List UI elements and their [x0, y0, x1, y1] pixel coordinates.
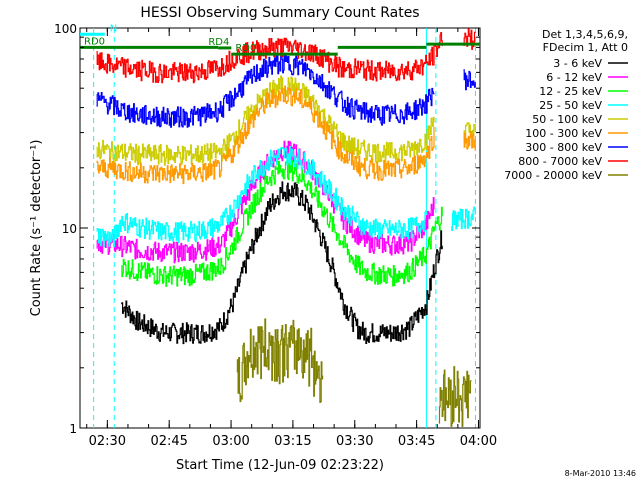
legend-header-line-1: Det 1,3,4,5,6,9,	[542, 28, 628, 41]
mode-interval-label: RD0	[235, 43, 256, 54]
series-line-5	[96, 85, 435, 185]
legend-entry-label: 7000 - 20000 keV	[504, 169, 602, 182]
series-line-8	[236, 318, 324, 403]
series-line-6	[96, 52, 435, 128]
legend-entry-label: 6 - 12 keV	[546, 71, 602, 84]
legend-entry-label: 300 - 800 keV	[525, 141, 602, 154]
x-axis: 02:30 02:45 03:00 03:15 03:30 03:45 04:00	[86, 28, 497, 449]
x-tick-label: 03:45	[398, 434, 435, 449]
legend-entry-label: 12 - 25 keV	[539, 85, 602, 98]
x-tick-label: 03:30	[336, 434, 373, 449]
series-line-5	[463, 131, 476, 151]
x-tick-label: 04:00	[460, 434, 497, 449]
mode-interval-label: N	[110, 23, 117, 34]
chart-title: HESSI Observing Summary Count Rates	[140, 5, 419, 21]
x-tick-label: 02:45	[150, 434, 187, 449]
mode-interval-label: RD4	[208, 37, 229, 48]
series-line-0	[121, 181, 443, 345]
x-tick-label: 02:30	[89, 434, 126, 449]
series-line-8	[438, 366, 472, 427]
x-tick-label: 03:00	[212, 434, 249, 449]
mode-intervals: N RD0 RD4 RD0	[80, 23, 480, 56]
legend-entry-label: 3 - 6 keV	[553, 57, 602, 70]
x-axis-label: Start Time (12-Jun-09 02:23:22)	[176, 458, 384, 473]
series-line-4	[96, 75, 435, 166]
legend-entry-label: 100 - 300 keV	[525, 127, 602, 140]
series-line-3	[96, 146, 427, 248]
legend: Det 1,3,4,5,6,9, FDecim 1, Att 0 3 - 6 k…	[504, 28, 628, 182]
legend-entry-label: 800 - 7000 keV	[518, 155, 602, 168]
series-line-2	[121, 158, 443, 287]
legend-header-line-2: FDecim 1, Att 0	[543, 41, 628, 54]
y-tick-label: 10	[62, 222, 77, 236]
legend-entry-label: 25 - 50 keV	[539, 99, 602, 112]
y-tick-label: 100	[54, 22, 77, 36]
y-axis-label: Count Rate (s⁻¹ detector⁻¹)	[29, 140, 44, 317]
legend-entry-label: 50 - 100 keV	[532, 113, 602, 126]
series-line-6	[463, 69, 476, 91]
y-axis: 1 10 100	[54, 22, 480, 436]
series-lines	[96, 28, 476, 427]
series-line-7	[463, 28, 476, 50]
y-tick-label: 1	[69, 422, 77, 436]
series-line-3	[451, 206, 476, 231]
series-line-7	[96, 32, 443, 84]
mode-interval-label: RD0	[84, 36, 105, 47]
generation-stamp: 8-Mar-2010 13:46	[565, 469, 636, 478]
x-tick-label: 03:15	[274, 434, 311, 449]
